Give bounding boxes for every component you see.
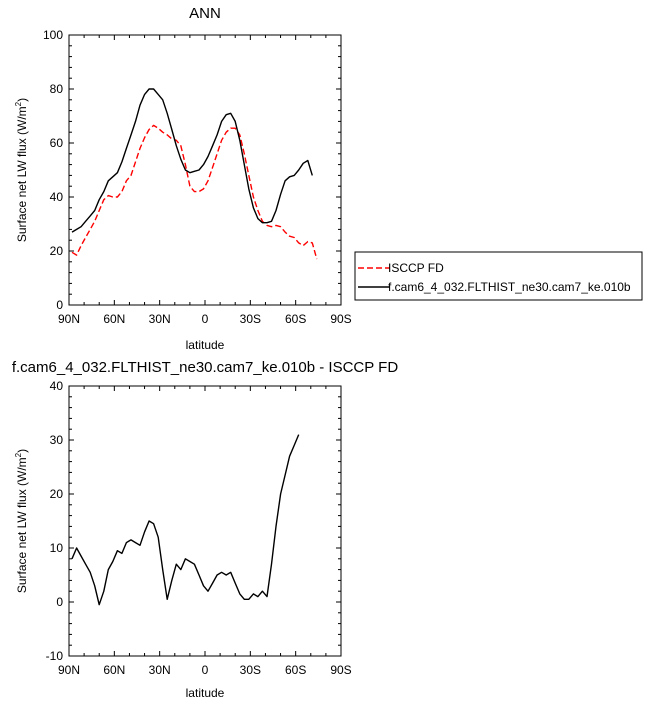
legend-box <box>354 251 643 301</box>
bottom-plot-frame <box>68 385 342 657</box>
y-tick-label: 10 <box>50 541 64 555</box>
x-tick-label: 90N <box>58 663 80 677</box>
bottom-x-axis-label: latitude <box>186 686 225 700</box>
bottom-axis-ticks: 90N 60N 30N 0 30S 60S 90S -10 0 10 20 30 40 <box>46 379 352 677</box>
x-tick-label: 0 <box>202 312 209 326</box>
y-tick-label: 40 <box>50 379 64 393</box>
x-tick-label: 90S <box>330 312 351 326</box>
top-plot-frame <box>68 34 342 306</box>
x-tick-label: 60N <box>103 312 125 326</box>
top-series-group <box>71 88 318 260</box>
x-tick-label: 30S <box>240 663 261 677</box>
y-tick-label: 80 <box>50 82 64 96</box>
bottom-chart-title: f.cam6_4_032.FLTHIST_ne30.cam7_ke.010b -… <box>12 359 398 376</box>
top-axis-ticks: 90N 60N 30N 0 30S 60S 90S 0 20 40 60 80 100 <box>43 28 352 326</box>
x-tick-label: 30N <box>149 312 171 326</box>
y-tick-label: 100 <box>43 28 63 42</box>
top-x-axis-label: latitude <box>186 338 225 352</box>
bottom-y-axis-label-close: ) <box>15 449 29 453</box>
bottom-y-axis-label-sup: 2 <box>14 452 23 457</box>
chart-legend: ISCCP FD f.cam6_4_032.FLTHIST_ne30.cam7_… <box>354 251 643 301</box>
legend-label-isccp: ISCCP FD <box>388 261 444 275</box>
bottom-y-axis-label: Surface net LW flux (W/m2) <box>14 449 29 593</box>
top-y-axis-label: Surface net LW flux (W/m2) <box>14 98 29 242</box>
bottom-series-group <box>71 434 300 606</box>
bottom-y-axis-label-main: Surface net LW flux (W/m <box>15 457 29 593</box>
y-tick-label: 30 <box>50 433 64 447</box>
x-tick-label: 60S <box>285 312 306 326</box>
x-tick-label: 90S <box>330 663 351 677</box>
y-tick-label: 0 <box>56 595 63 609</box>
y-tick-label: 20 <box>50 244 64 258</box>
isccp-fd-series-line <box>71 124 318 260</box>
x-tick-label: 30S <box>240 312 261 326</box>
top-y-axis-label-close: ) <box>15 98 29 102</box>
x-tick-label: 60N <box>103 663 125 677</box>
difference-series-line <box>71 434 300 606</box>
y-tick-label: 20 <box>50 487 64 501</box>
top-chart-title: ANN <box>189 5 221 22</box>
x-tick-label: 0 <box>202 663 209 677</box>
y-tick-label: 60 <box>50 136 64 150</box>
top-y-axis-label-main: Surface net LW flux (W/m <box>15 106 29 242</box>
y-tick-label: 40 <box>50 190 64 204</box>
model-series-line <box>71 88 313 233</box>
legend-label-model: f.cam6_4_032.FLTHIST_ne30.cam7_ke.010b <box>388 280 631 294</box>
bottom-chart-panel: f.cam6_4_032.FLTHIST_ne30.cam7_ke.010b -… <box>12 359 398 700</box>
top-chart-panel: ANN 90N 60N 30N 0 30S 60S 90S 0 20 40 60 80 100 lati… <box>14 5 643 352</box>
x-tick-label: 30N <box>149 663 171 677</box>
y-tick-label: 0 <box>56 298 63 312</box>
x-tick-label: 90N <box>58 312 80 326</box>
top-y-axis-label-sup: 2 <box>14 101 23 106</box>
x-tick-label: 60S <box>285 663 306 677</box>
y-tick-label: -10 <box>46 649 64 663</box>
